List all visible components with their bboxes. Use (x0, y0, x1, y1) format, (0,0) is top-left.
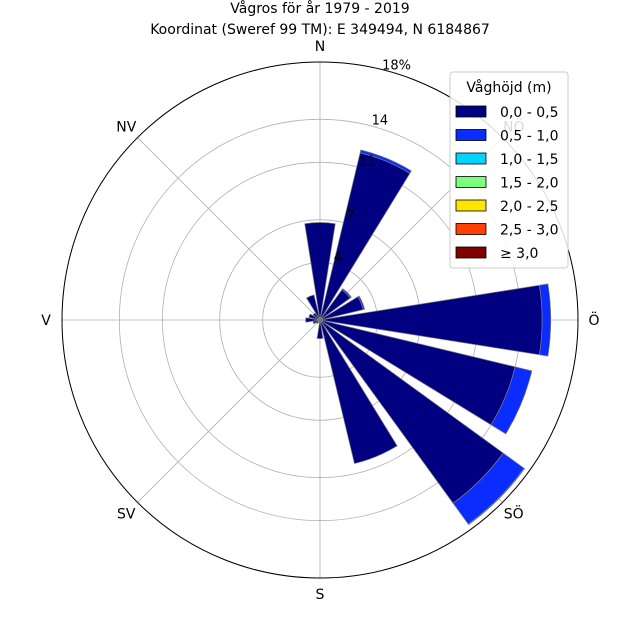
legend-title: Våghöjd (m) (466, 79, 551, 96)
ring-label: 14 (372, 113, 389, 128)
legend-entry-label: 1,0 - 1,5 (500, 152, 558, 168)
chart-subtitle: Koordinat (Sweref 99 TM): E 349494, N 61… (150, 22, 490, 38)
rose-bar-segment (341, 288, 352, 299)
legend-entry-label: 2,5 - 3,0 (500, 223, 558, 239)
legend-swatch (455, 199, 487, 212)
compass-label: S (316, 587, 325, 603)
legend-entry-label: ≥ 3,0 (500, 246, 538, 262)
rose-bar-segment (319, 319, 398, 464)
legend-swatch (455, 246, 487, 259)
ring-label: 11 (359, 154, 376, 169)
legend-entry-label: 1,5 - 2,0 (500, 176, 558, 192)
rose-bars (304, 149, 552, 526)
compass-label: SÖ (504, 505, 524, 523)
compass-label: SV (117, 507, 136, 523)
rose-bar-segment (308, 313, 321, 321)
rose-bar-segment (467, 467, 526, 526)
grid-spoke (137, 137, 321, 321)
rose-bar-segment (305, 317, 321, 323)
rose-bar-segment (316, 319, 324, 339)
legend-swatch (455, 105, 487, 118)
legend-swatch (455, 129, 487, 141)
legend-entry-label: 0,5 - 1,0 (500, 129, 558, 145)
rose-bar-segment (359, 149, 412, 174)
plot-frame (61, 61, 579, 579)
legend-swatch (455, 176, 487, 188)
rose-bar-segment (304, 222, 336, 321)
legend: Våghöjd (m) 0,0 - 0,5 0,5 - 1,0 1,0 - 1,5 1,… (449, 71, 569, 269)
rose-bar-segment (490, 366, 533, 435)
chart-title: Vågros för år 1979 - 2019 (230, 0, 409, 17)
ring-label: 4 (334, 250, 342, 265)
legend-swatch (455, 223, 487, 235)
rose-bar-segment (312, 312, 321, 321)
compass-label: Ö (588, 311, 599, 329)
ring-label: 7 (346, 209, 354, 224)
legend-entry-label: 0,0 - 0,5 (500, 105, 558, 121)
ring-label: 18% (382, 58, 411, 73)
rose-bar-segment (357, 295, 366, 311)
compass-label: NV (116, 119, 136, 135)
compass-label: V (41, 313, 51, 329)
legend-box (449, 71, 569, 269)
legend-swatch (455, 152, 487, 165)
rose-bar-segment (539, 283, 552, 357)
legend-entry-label: 2,0 - 2,5 (500, 199, 558, 215)
rose-bar-segment (312, 319, 321, 325)
grid-spoke (137, 319, 321, 503)
rose-bar-segment (306, 294, 321, 321)
compass-label: N (315, 39, 325, 55)
